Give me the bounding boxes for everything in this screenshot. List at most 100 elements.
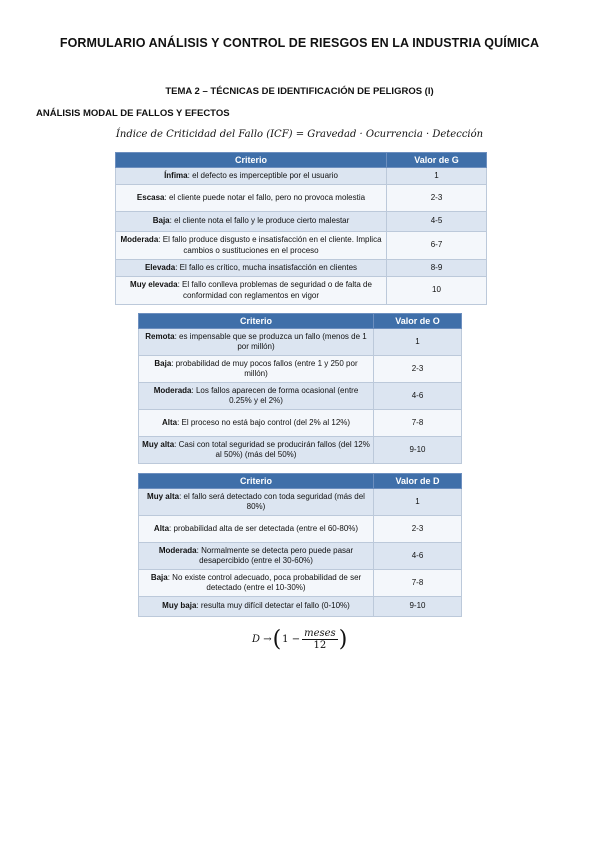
valor-cell: 10 [386, 276, 487, 305]
section-heading: ANÁLISIS MODAL DE FALLOS Y EFECTOS [36, 108, 230, 119]
table-row: Baja: probabilidad de muy pocos fallos (… [138, 355, 462, 383]
criterio-cell: Baja: el cliente nota el fallo y le prod… [115, 211, 387, 232]
fraction-denominator: 12 [313, 640, 327, 651]
criterio-text: : es impensable que se produzca un fallo… [174, 331, 367, 352]
criterio-key: Moderada [120, 235, 159, 244]
table-row: Alta: El proceso no está bajo control (d… [138, 409, 462, 437]
table-row: Alta: probabilidad alta de ser detectada… [138, 515, 462, 543]
criterio-cell: Alta: El proceso no está bajo control (d… [138, 409, 374, 437]
criterio-text: : Normalmente se detecta pero puede pasa… [196, 545, 354, 566]
criterio-key: Moderada [158, 545, 197, 555]
deteccion-table: Criterio Valor de D Muy alta: el fallo s… [138, 473, 462, 617]
table-row: Moderada: El fallo produce disgusto e in… [115, 231, 487, 260]
valor-cell: 4-6 [373, 382, 462, 410]
criterio-text: : el cliente nota el fallo y le produce … [169, 216, 350, 226]
valor-cell: 2-3 [373, 515, 462, 543]
table-row: Remota: es impensable que se produzca un… [138, 328, 462, 356]
criterio-key: Muy baja [162, 601, 197, 611]
gravedad-header-row: Criterio Valor de G [115, 152, 487, 168]
criterio-cell: Elevada: El fallo es crítico, mucha insa… [115, 259, 387, 277]
fraction-numerator: meses [302, 628, 338, 640]
criterio-text: : el cliente puede notar el fallo, pero … [164, 192, 366, 202]
table-row: Muy baja: resulta muy difícil detectar e… [138, 596, 462, 617]
criterio-cell: Ínfima: el defecto es imperceptible por … [115, 167, 387, 185]
table-row: Baja: No existe control adecuado, poca p… [138, 569, 462, 597]
criterio-key: Ínfima [164, 170, 188, 180]
criterio-key: Elevada [144, 262, 176, 272]
criterio-key: Remota [145, 331, 175, 341]
criterio-text: : El fallo conlleva problemas de segurid… [177, 280, 372, 300]
formula-lhs: D → [252, 634, 272, 645]
table-row: Muy elevada: El fallo conlleva problemas… [115, 276, 487, 305]
table-row: Muy alta: el fallo será detectado con to… [138, 488, 462, 516]
valor-cell: 1 [373, 488, 462, 516]
criterio-text: : el fallo será detectado con toda segur… [179, 491, 365, 512]
valor-cell: 4-5 [386, 211, 487, 232]
table-row: Moderada: Los fallos aparecen de forma o… [138, 382, 462, 410]
criterio-text: : resulta muy difícil detectar el fallo … [196, 601, 350, 611]
ocurrencia-header-criterio: Criterio [138, 313, 374, 329]
deteccion-header-row: Criterio Valor de D [138, 473, 462, 489]
ocurrencia-header-row: Criterio Valor de O [138, 313, 462, 329]
criterio-text: : probabilidad alta de ser detectada (en… [169, 523, 359, 533]
gravedad-header-valor: Valor de G [386, 152, 487, 168]
valor-cell: 1 [386, 167, 487, 185]
criterio-text: : el defecto es imperceptible por el usu… [187, 170, 338, 180]
table-row: Moderada: Normalmente se detecta pero pu… [138, 542, 462, 570]
detection-formula: D → ( 1 − meses 12 ) [252, 628, 348, 651]
criterio-cell: Baja: No existe control adecuado, poca p… [138, 569, 374, 597]
fraction: meses 12 [302, 628, 338, 651]
deteccion-header-criterio: Criterio [138, 473, 374, 489]
criterio-cell: Remota: es impensable que se produzca un… [138, 328, 374, 356]
criterio-text: : Casi con total seguridad se producirán… [174, 439, 370, 460]
criterio-cell: Moderada: Los fallos aparecen de forma o… [138, 382, 374, 410]
table-row: Baja: el cliente nota el fallo y le prod… [115, 211, 487, 232]
gravedad-header-criterio: Criterio [115, 152, 387, 168]
criterio-key: Baja [154, 358, 172, 368]
ocurrencia-header-valor: Valor de O [373, 313, 462, 329]
valor-cell: 7-8 [373, 569, 462, 597]
criterio-key: Alta [153, 523, 170, 533]
topic-heading: TEMA 2 – TÉCNICAS DE IDENTIFICACIÓN DE P… [165, 86, 434, 97]
valor-cell: 1 [373, 328, 462, 356]
criterio-key: Moderada [153, 385, 192, 395]
criterio-text: : El fallo produce disgusto e insatisfac… [158, 235, 382, 255]
valor-cell: 2-3 [386, 184, 487, 212]
criterio-text: : probabilidad de muy pocos fallos (entr… [171, 358, 358, 379]
criterio-key: Muy elevada [130, 280, 178, 289]
valor-cell: 7-8 [373, 409, 462, 437]
criterio-cell: Muy alta: el fallo será detectado con to… [138, 488, 374, 516]
gravedad-table: Criterio Valor de G Ínfima: el defecto e… [115, 152, 487, 305]
ocurrencia-table: Criterio Valor de O Remota: es impensabl… [138, 313, 462, 464]
criterio-cell: Moderada: El fallo produce disgusto e in… [115, 231, 387, 260]
criterio-cell: Muy alta: Casi con total seguridad se pr… [138, 436, 374, 464]
criterio-text: : El fallo es crítico, mucha insatisfacc… [175, 262, 358, 272]
table-row: Elevada: El fallo es crítico, mucha insa… [115, 259, 487, 277]
table-row: Escasa: el cliente puede notar el fallo,… [115, 184, 487, 212]
criterio-key: Alta [161, 417, 178, 427]
table-row: Ínfima: el defecto es imperceptible por … [115, 167, 487, 185]
valor-cell: 9-10 [373, 596, 462, 617]
criterio-key: Baja [150, 572, 168, 582]
formula-one-minus: 1 − [282, 634, 301, 645]
criterio-text: : El proceso no está bajo control (del 2… [177, 417, 351, 427]
criterio-key: Escasa [136, 192, 165, 202]
valor-cell: 6-7 [386, 231, 487, 260]
open-paren: ( [272, 626, 282, 652]
table-row: Muy alta: Casi con total seguridad se pr… [138, 436, 462, 464]
criterio-cell: Muy elevada: El fallo conlleva problemas… [115, 276, 387, 305]
page-title: FORMULARIO ANÁLISIS Y CONTROL DE RIESGOS… [59, 36, 540, 50]
criterio-key: Muy alta [142, 439, 175, 449]
valor-cell: 4-6 [373, 542, 462, 570]
criterio-cell: Muy baja: resulta muy difícil detectar e… [138, 596, 374, 617]
criterio-text: : Los fallos aparecen de forma ocasional… [191, 385, 359, 406]
criterio-cell: Baja: probabilidad de muy pocos fallos (… [138, 355, 374, 383]
icf-formula: Índice de Criticidad del Fallo (ICF) = G… [115, 129, 484, 140]
criterio-cell: Escasa: el cliente puede notar el fallo,… [115, 184, 387, 212]
valor-cell: 9-10 [373, 436, 462, 464]
close-paren: ) [338, 626, 348, 652]
criterio-cell: Alta: probabilidad alta de ser detectada… [138, 515, 374, 543]
criterio-text: : No existe control adecuado, poca proba… [167, 572, 362, 593]
criterio-key: Muy alta [147, 491, 180, 501]
valor-cell: 8-9 [386, 259, 487, 277]
